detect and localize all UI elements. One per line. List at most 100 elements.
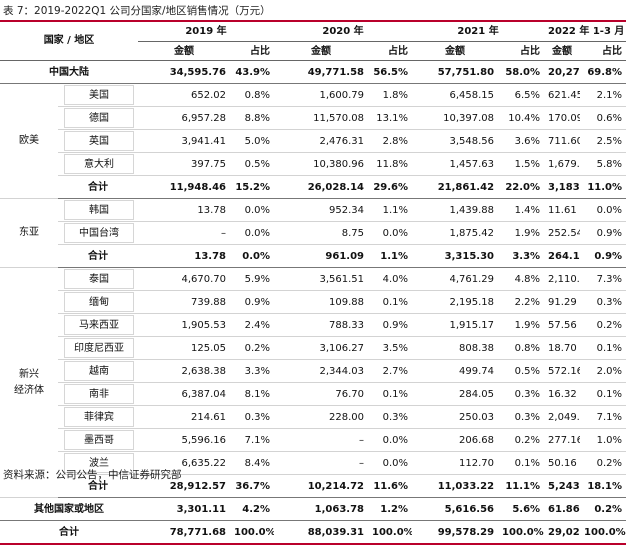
- share-cell-2022q1: 69.8%: [580, 60, 627, 84]
- amount-cell-2019: 11,948.46: [138, 175, 230, 199]
- share-cell-2020: 1.1%: [368, 244, 413, 268]
- amount-cell-2021: 808.38: [412, 336, 499, 360]
- share-cell-2022q1: 0.1%: [580, 382, 627, 406]
- country-name: 印度尼西亚: [64, 338, 134, 358]
- amount-header: 金额: [412, 41, 499, 61]
- share-cell-2021: 58.0%: [498, 60, 545, 84]
- country-name: 马来西亚: [64, 315, 134, 335]
- share-cell-2021: 1.9%: [498, 313, 545, 337]
- share-header: 占比: [580, 41, 627, 61]
- share-cell-2021: 4.8%: [498, 267, 545, 291]
- country-name: 泰国: [64, 269, 134, 289]
- share-cell-2019: 0.9%: [230, 290, 275, 314]
- year-header-2022q1: 2022 年 1-3 月: [544, 22, 627, 42]
- share-cell-2020: 4.0%: [368, 267, 413, 291]
- share-cell-2019: 8.4%: [230, 451, 275, 475]
- amount-cell-2021: 206.68: [412, 428, 499, 452]
- amount-cell-2020: 961.09: [274, 244, 369, 268]
- amount-cell-2020: 1,063.78: [274, 497, 369, 521]
- share-cell-2020: 1.2%: [368, 497, 413, 521]
- share-cell-2020: 2.7%: [368, 359, 413, 383]
- country-row: 东亚 韩国 13.78 0.0% 952.34 1.1% 1,439.88 1.4% 11.61…: [0, 198, 627, 268]
- country-name: 墨西哥: [64, 430, 134, 450]
- share-cell-2019: 15.2%: [230, 175, 275, 199]
- share-cell-2021: 1.5%: [498, 152, 545, 176]
- amount-cell-2020: 2,344.03: [274, 359, 369, 383]
- amount-cell-2022q1: 29,024.95: [544, 520, 581, 545]
- share-cell-2021: 22.0%: [498, 175, 545, 199]
- share-cell-2021: 0.8%: [498, 336, 545, 360]
- country-row: 越南 2,638.38 3.3% 2,344.03 2.7% 499.74 0.5% 572.…: [0, 359, 627, 383]
- amount-cell-2020: 3,561.51: [274, 267, 369, 291]
- amount-header: 金额: [274, 41, 369, 61]
- amount-cell-2020: 109.88: [274, 290, 369, 314]
- country-row: 中国台湾 –0.0% 8.75 0.0% 1,875.42 1.9% 252.54 0.9%: [0, 221, 627, 245]
- country-name: 缅甸: [64, 292, 134, 312]
- amount-cell-2020: 1,600.79: [274, 83, 369, 107]
- share-header: 占比: [230, 41, 275, 61]
- share-cell-2020: 0.0%: [368, 451, 413, 475]
- amount-cell-2022q1: 1,679.88: [544, 152, 581, 176]
- amount-cell-2021: 2,195.18: [412, 290, 499, 314]
- group-label-east_asia: 东亚: [0, 198, 58, 268]
- mainland-china-row: 中国大陆 34,595.76 43.9% 49,771.58 56.5% 57,751.8…: [0, 60, 627, 84]
- amount-cell-2022q1: 170.09: [544, 106, 581, 130]
- amount-cell-2020: 952.34: [274, 198, 369, 222]
- country-cell: 美国: [58, 83, 138, 107]
- amount-cell-2022q1: 91.29: [544, 290, 581, 314]
- share-cell-2020: 29.6%: [368, 175, 413, 199]
- source-note: 资料来源：公司公告，中信证券研究部: [3, 469, 182, 481]
- share-cell-2022q1: 100.0%: [580, 520, 627, 545]
- amount-cell-2022q1: 252.54: [544, 221, 581, 245]
- country-name: 南非: [64, 384, 134, 404]
- share-cell-2021: 11.1%: [498, 474, 545, 498]
- share-cell-2019: 0.0%: [230, 244, 275, 268]
- amount-cell-2022q1: 2,049.33: [544, 405, 581, 429]
- grand-total-row: 合计 78,771.68 100.0% 88,039.31 100.0% 99,578.2…: [0, 520, 627, 545]
- amount-cell-2019: 397.75: [138, 152, 230, 176]
- region-header: 国家 / 地区: [0, 22, 138, 61]
- amount-cell-2020: 2,476.31: [274, 129, 369, 153]
- share-cell-2021: 100.0%: [498, 520, 545, 545]
- group-label-line: 欧美: [19, 135, 39, 146]
- share-cell-2019: 8.1%: [230, 382, 275, 406]
- report-page: 表 7：2019-2022Q1 公司分国家/地区销售情况（万元） 国家 / 地区…: [0, 5, 627, 545]
- share-cell-2020: 56.5%: [368, 60, 413, 84]
- amount-cell-2019: 6,957.28: [138, 106, 230, 130]
- amount-cell-2020: 8.75: [274, 221, 369, 245]
- share-cell-2019: 5.9%: [230, 267, 275, 291]
- row-label: 中国大陆: [0, 60, 138, 84]
- country-row: 意大利 397.75 0.5% 10,380.96 11.8% 1,457.63 1.5% 1…: [0, 152, 627, 176]
- share-cell-2019: 0.8%: [230, 83, 275, 107]
- amount-cell-2019: 125.05: [138, 336, 230, 360]
- share-cell-2021: 0.3%: [498, 382, 545, 406]
- subtotal-row: 合计13.780.0%961.091.1%3,315.303.3%264.150…: [0, 244, 627, 268]
- group-label-line: 东亚: [19, 227, 39, 238]
- share-cell-2020: 2.8%: [368, 129, 413, 153]
- share-cell-2022q1: 0.0%: [580, 198, 627, 222]
- amount-cell-2019: 4,670.70: [138, 267, 230, 291]
- share-cell-2020: 3.5%: [368, 336, 413, 360]
- country-name: 意大利: [64, 154, 134, 174]
- amount-cell-2022q1: 2,110.84: [544, 267, 581, 291]
- amount-cell-2019: 214.61: [138, 405, 230, 429]
- amount-cell-2022q1: 57.56: [544, 313, 581, 337]
- share-header: 占比: [368, 41, 413, 61]
- share-cell-2022q1: 0.2%: [580, 313, 627, 337]
- amount-cell-2021: 3,548.56: [412, 129, 499, 153]
- share-cell-2021: 0.2%: [498, 428, 545, 452]
- share-cell-2019: 8.8%: [230, 106, 275, 130]
- group-label-europe: 欧美: [0, 83, 58, 199]
- subtotal-row: 合计 11,948.46 15.2% 26,028.14 29.6% 21,861.42 2…: [0, 175, 627, 199]
- amount-cell-2020: 49,771.58: [274, 60, 369, 84]
- share-cell-2021: 3.6%: [498, 129, 545, 153]
- amount-cell-2022q1: 621.45: [544, 83, 581, 107]
- group-label-emerging: 新兴 经济体: [0, 267, 58, 498]
- amount-cell-2020: 228.00: [274, 405, 369, 429]
- share-cell-2021: 10.4%: [498, 106, 545, 130]
- amount-header: 金额: [544, 41, 581, 61]
- country-cell: 印度尼西亚: [58, 336, 138, 360]
- amount-cell-2021: 499.74: [412, 359, 499, 383]
- country-cell: 韩国: [58, 198, 138, 222]
- share-cell-2020: 13.1%: [368, 106, 413, 130]
